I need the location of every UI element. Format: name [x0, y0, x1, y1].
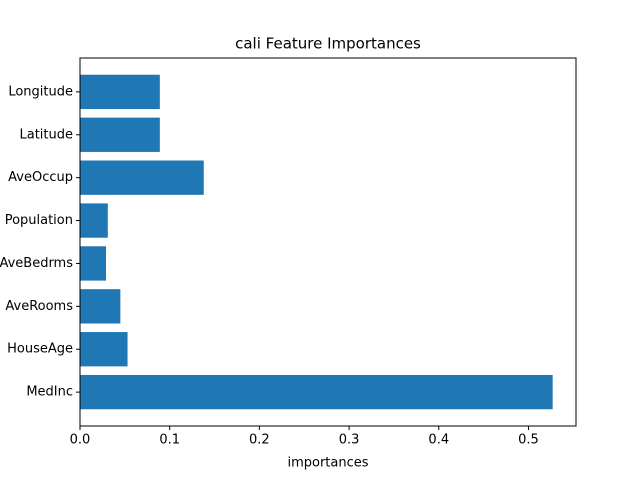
- y-tick-label: Population: [5, 213, 73, 228]
- y-tick-label: AveRooms: [5, 299, 73, 314]
- bar: [80, 374, 553, 410]
- bar: [80, 160, 204, 195]
- bar: [80, 246, 107, 281]
- plot-frame: [79, 57, 577, 427]
- x-tick-label: 0.1: [159, 433, 180, 448]
- x-tick-label: 0.0: [70, 433, 91, 448]
- y-tick-label: AveOccup: [8, 170, 73, 185]
- bar: [80, 117, 160, 152]
- chart-title: cali Feature Importances: [235, 35, 421, 53]
- y-tick-label: HouseAge: [7, 342, 73, 357]
- y-tick-label: Latitude: [19, 127, 73, 142]
- x-tick-label: 0.3: [339, 433, 360, 448]
- y-tick-label: AveBedrms: [0, 256, 73, 271]
- x-axis-label: importances: [287, 456, 368, 471]
- x-tick-label: 0.2: [249, 433, 270, 448]
- bar: [80, 332, 128, 367]
- bar: [80, 74, 160, 110]
- x-tick-label: 0.4: [428, 433, 449, 448]
- bar: [80, 289, 121, 324]
- y-tick-label: Longitude: [8, 84, 73, 99]
- x-tick-label: 0.5: [518, 433, 539, 448]
- y-tick-label: MedInc: [26, 385, 73, 400]
- bar: [80, 203, 108, 238]
